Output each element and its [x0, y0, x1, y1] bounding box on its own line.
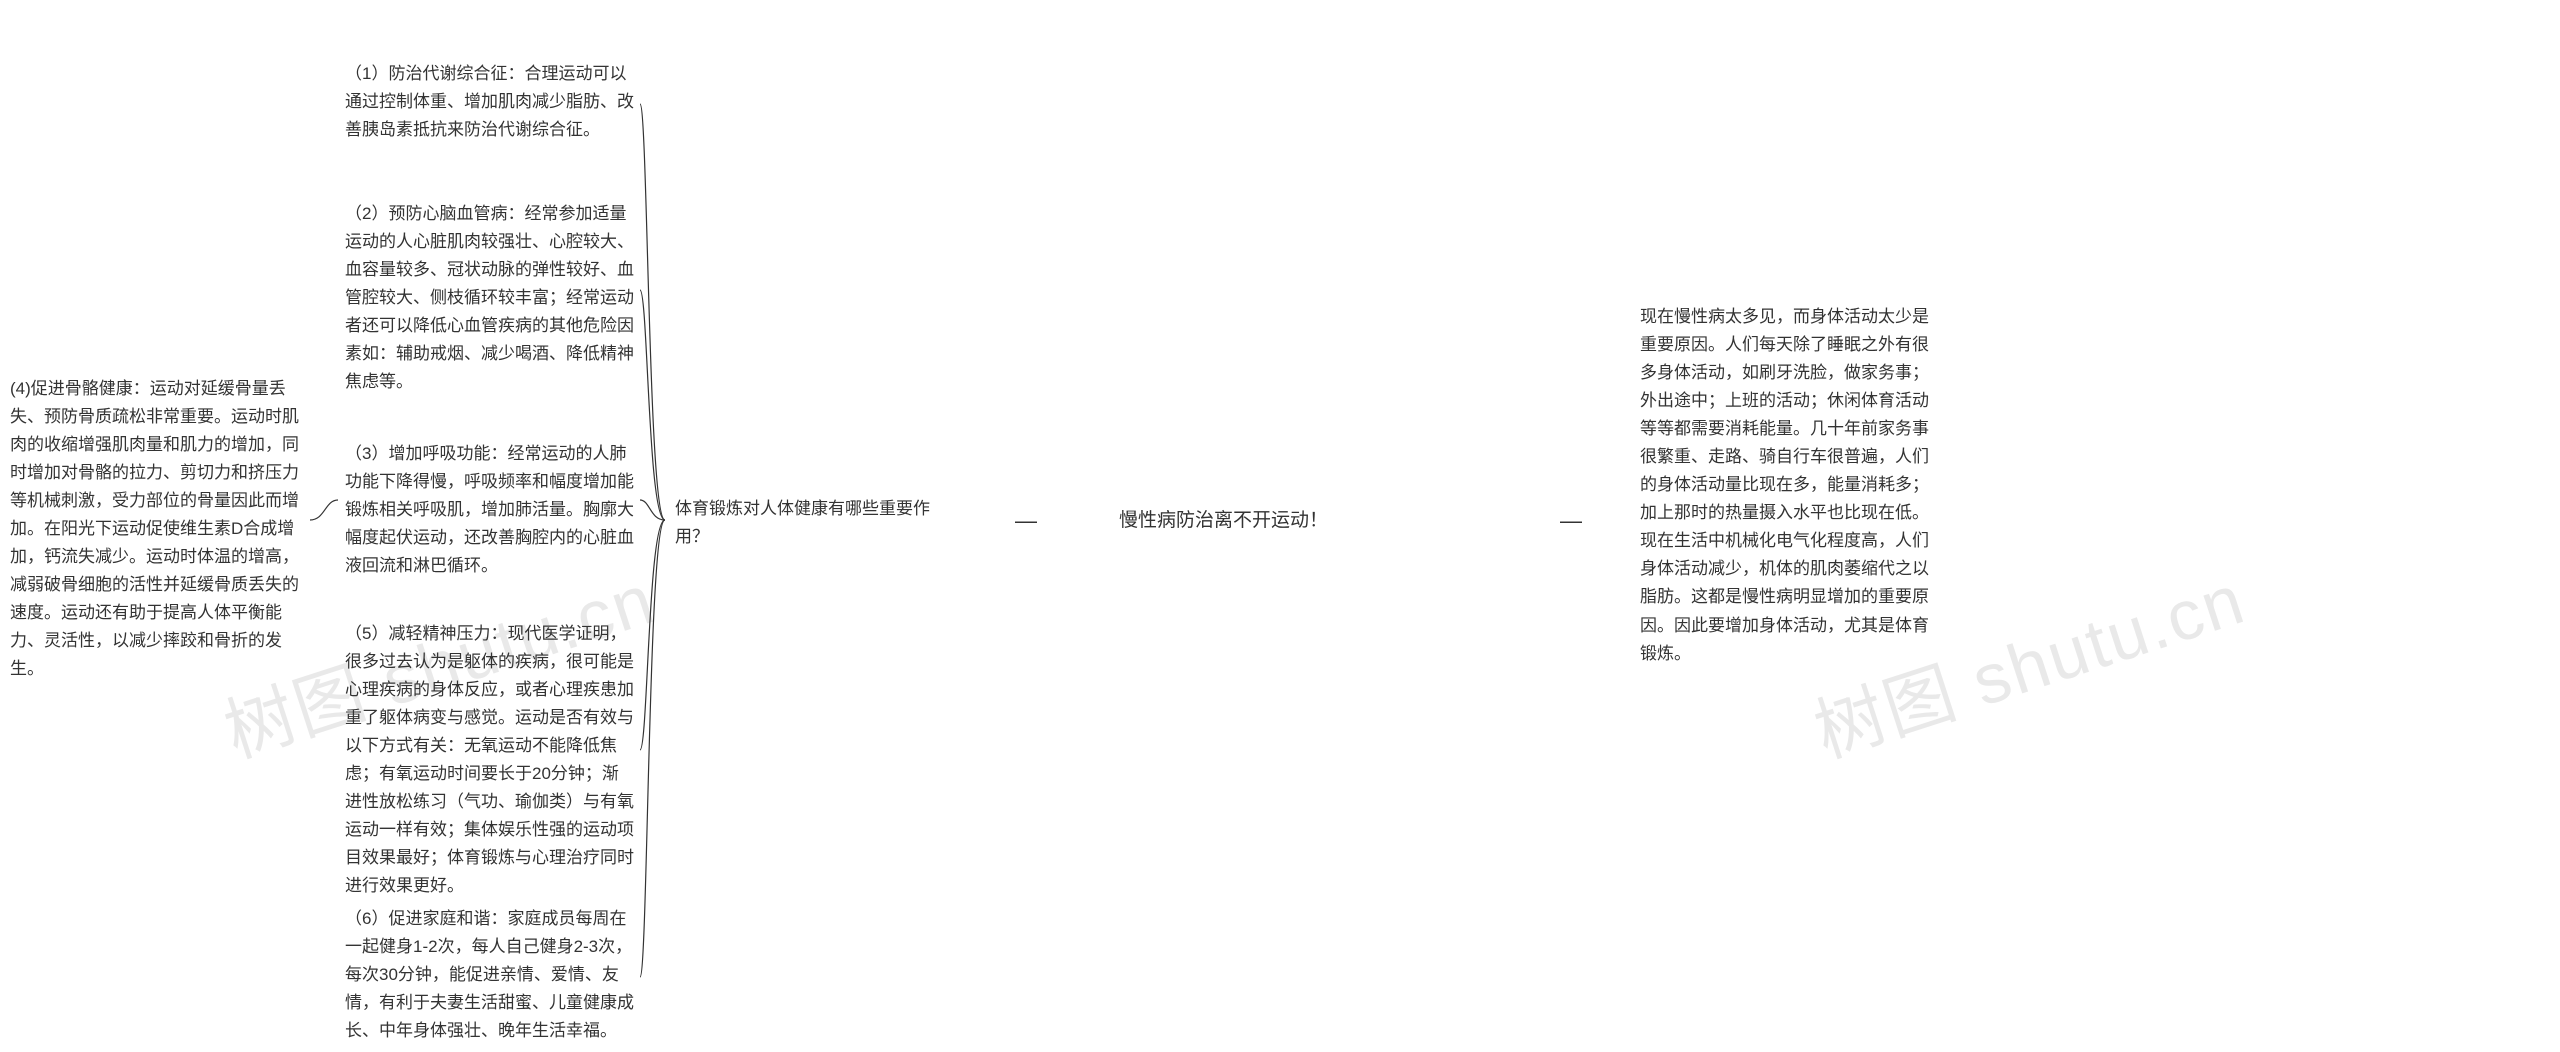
far-left-item-4: (4)促进骨骼健康：运动对延缓骨量丢失、预防骨质疏松非常重要。运动时肌肉的收缩增… — [10, 375, 305, 684]
left-item-3: （3）增加呼吸功能：经常运动的人肺功能下降得慢，呼吸频率和幅度增加能锻炼相关呼吸… — [345, 440, 635, 580]
center-title: 慢性病防治离不开运动！ — [1119, 505, 1549, 536]
left-item-1: （1）防治代谢综合征：合理运动可以通过控制体重、增加肌肉减少脂肪、改善胰岛素抵抗… — [345, 60, 635, 144]
right-paragraph: 现在慢性病太多见，而身体活动太少是重要原因。人们每天除了睡眠之外有很多身体活动，… — [1640, 303, 1930, 668]
dash-left: — — [1015, 508, 1037, 534]
question-node: 体育锻炼对人体健康有哪些重要作用？ — [675, 495, 955, 551]
left-item-6: （6）促进家庭和谐：家庭成员每周在一起健身1-2次，每人自己健身2-3次，每次3… — [345, 905, 635, 1045]
left-item-2: （2）预防心脑血管病：经常参加适量运动的人心脏肌肉较强壮、心腔较大、血容量较多、… — [345, 200, 635, 396]
dash-right: — — [1560, 508, 1582, 534]
left-item-5: （5）减轻精神压力：现代医学证明，很多过去认为是躯体的疾病，很可能是心理疾病的身… — [345, 620, 635, 900]
